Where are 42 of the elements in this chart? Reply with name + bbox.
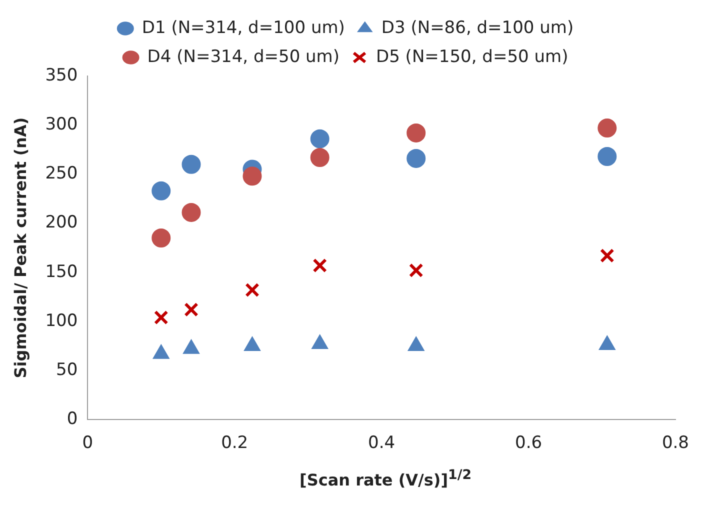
point — [242, 166, 262, 186]
point — [245, 282, 260, 298]
y-tick-label: 0 — [66, 409, 78, 430]
x-tick-label: 0 — [82, 433, 94, 454]
y-tick-label: 50 — [56, 360, 78, 380]
point — [598, 147, 617, 166]
point — [598, 118, 617, 138]
point — [406, 123, 426, 142]
y-tick-label: 300 — [45, 114, 78, 135]
point — [152, 181, 171, 200]
point — [600, 248, 614, 263]
y-axis-title: Sigmoidal/ Peak current (nA) — [10, 117, 30, 378]
point — [184, 302, 198, 317]
point — [154, 310, 168, 325]
point — [406, 148, 426, 168]
point — [182, 154, 201, 174]
y-tick-label: 150 — [45, 262, 78, 282]
y-tick-label: 100 — [45, 310, 78, 331]
point — [244, 336, 261, 351]
y-tick-label: 350 — [45, 65, 78, 86]
x-tick-label: 0.2 — [221, 433, 248, 454]
legend-label: D3 (N=86, d=100 um) — [381, 18, 574, 38]
point — [408, 263, 424, 278]
point — [310, 148, 330, 167]
x-tick-label: 0.8 — [662, 433, 690, 454]
y-tick-label: 250 — [45, 164, 78, 184]
x-tick-label: 0.6 — [515, 433, 542, 454]
legend-label: D1 (N=314, d=100 um) — [142, 18, 345, 38]
point — [598, 335, 616, 350]
point — [152, 228, 171, 248]
y-tick-label: 200 — [45, 212, 78, 233]
point — [182, 202, 201, 222]
point — [182, 339, 200, 354]
point — [312, 334, 328, 350]
legend-label: D5 (N=150, d=50 um) — [376, 46, 568, 67]
x-axis-title: [Scan rate (V/s)]$^{1/2}$ — [298, 468, 472, 490]
point — [312, 258, 327, 273]
point — [310, 129, 330, 148]
point — [152, 344, 170, 359]
point — [408, 336, 424, 351]
legend-label: D4 (N=314, d=50 um) — [147, 46, 340, 67]
x-tick-label: 0.4 — [368, 433, 396, 454]
